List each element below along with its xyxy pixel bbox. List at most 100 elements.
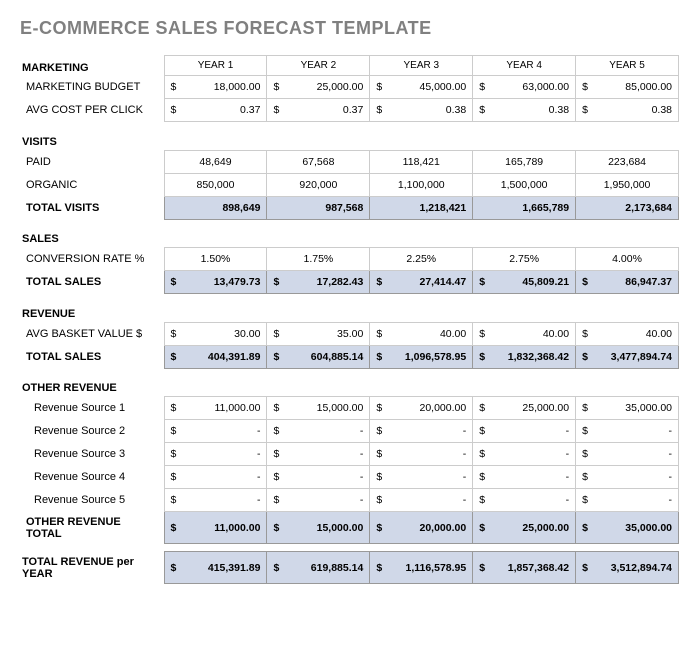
table-row: CONVERSION RATE %1.50%1.75%2.25%2.75%4.0… xyxy=(20,248,679,271)
value-cell: $85,000.00 xyxy=(576,76,679,99)
year-header: YEAR 2 xyxy=(267,56,370,76)
value-cell: 2,173,684 xyxy=(576,196,679,219)
row-label: Revenue Source 5 xyxy=(20,489,164,512)
value-cell: $619,885.14 xyxy=(267,552,370,584)
total-row: TOTAL SALES$13,479.73$17,282.43$27,414.4… xyxy=(20,271,679,294)
value-cell: $- xyxy=(164,443,267,466)
row-label: MARKETING BUDGET xyxy=(20,76,164,99)
value-cell: $0.38 xyxy=(370,99,473,122)
value-cell: $63,000.00 xyxy=(473,76,576,99)
value-cell: $40.00 xyxy=(576,322,679,345)
forecast-table: MARKETINGYEAR 1YEAR 2YEAR 3YEAR 4YEAR 5M… xyxy=(20,55,679,584)
value-cell: 920,000 xyxy=(267,173,370,196)
total-row: TOTAL VISITS898,649987,5681,218,4211,665… xyxy=(20,196,679,219)
value-cell: $- xyxy=(576,489,679,512)
value-cell: $- xyxy=(576,420,679,443)
row-label: Revenue Source 4 xyxy=(20,466,164,489)
value-cell: $0.37 xyxy=(267,99,370,122)
value-cell: 165,789 xyxy=(473,150,576,173)
table-row: Revenue Source 4$-$-$-$-$- xyxy=(20,466,679,489)
value-cell: $- xyxy=(473,489,576,512)
row-label: AVG BASKET VALUE $ xyxy=(20,322,164,345)
value-cell: 1,500,000 xyxy=(473,173,576,196)
section-header-sales: SALES xyxy=(20,227,679,248)
value-cell: $- xyxy=(267,420,370,443)
value-cell: $35,000.00 xyxy=(576,512,679,544)
value-cell: $11,000.00 xyxy=(164,512,267,544)
section-header-visits: VISITS xyxy=(20,130,679,151)
grand-total-row: TOTAL REVENUE per YEAR$415,391.89$619,88… xyxy=(20,552,679,584)
value-cell: $- xyxy=(370,443,473,466)
value-cell: $18,000.00 xyxy=(164,76,267,99)
value-cell: 223,684 xyxy=(576,150,679,173)
row-label: OTHER REVENUE TOTAL xyxy=(20,512,164,544)
value-cell: $- xyxy=(164,420,267,443)
value-cell: $- xyxy=(164,466,267,489)
table-row: ORGANIC850,000920,0001,100,0001,500,0001… xyxy=(20,173,679,196)
value-cell: $- xyxy=(370,489,473,512)
value-cell: 898,649 xyxy=(164,196,267,219)
value-cell: $1,116,578.95 xyxy=(370,552,473,584)
value-cell: 2.25% xyxy=(370,248,473,271)
value-cell: $415,391.89 xyxy=(164,552,267,584)
row-label: CONVERSION RATE % xyxy=(20,248,164,271)
value-cell: $15,000.00 xyxy=(267,512,370,544)
value-cell: $30.00 xyxy=(164,322,267,345)
value-cell: $40.00 xyxy=(370,322,473,345)
value-cell: $11,000.00 xyxy=(164,397,267,420)
value-cell: $86,947.37 xyxy=(576,271,679,294)
value-cell: $604,885.14 xyxy=(267,345,370,368)
total-row: OTHER REVENUE TOTAL$11,000.00$15,000.00$… xyxy=(20,512,679,544)
table-row: AVG BASKET VALUE $$30.00$35.00$40.00$40.… xyxy=(20,322,679,345)
year-header: YEAR 4 xyxy=(473,56,576,76)
value-cell: $- xyxy=(576,443,679,466)
value-cell: $0.37 xyxy=(164,99,267,122)
value-cell: 1.50% xyxy=(164,248,267,271)
value-cell: $- xyxy=(267,489,370,512)
value-cell: 2.75% xyxy=(473,248,576,271)
table-row: AVG COST PER CLICK$0.37$0.37$0.38$0.38$0… xyxy=(20,99,679,122)
value-cell: 48,649 xyxy=(164,150,267,173)
value-cell: $17,282.43 xyxy=(267,271,370,294)
value-cell: $0.38 xyxy=(473,99,576,122)
value-cell: $35,000.00 xyxy=(576,397,679,420)
row-label: Revenue Source 2 xyxy=(20,420,164,443)
value-cell: $20,000.00 xyxy=(370,512,473,544)
value-cell: $- xyxy=(267,466,370,489)
value-cell: $20,000.00 xyxy=(370,397,473,420)
row-label: Revenue Source 1 xyxy=(20,397,164,420)
row-label: TOTAL SALES xyxy=(20,345,164,368)
value-cell: $3,512,894.74 xyxy=(576,552,679,584)
year-header: YEAR 1 xyxy=(164,56,267,76)
row-label: TOTAL SALES xyxy=(20,271,164,294)
table-row: Revenue Source 1$11,000.00$15,000.00$20,… xyxy=(20,397,679,420)
value-cell: 987,568 xyxy=(267,196,370,219)
value-cell: $- xyxy=(164,489,267,512)
row-label: ORGANIC xyxy=(20,173,164,196)
year-header: YEAR 3 xyxy=(370,56,473,76)
row-label: TOTAL VISITS xyxy=(20,196,164,219)
value-cell: $45,000.00 xyxy=(370,76,473,99)
value-cell: 1.75% xyxy=(267,248,370,271)
value-cell: $- xyxy=(370,420,473,443)
value-cell: $404,391.89 xyxy=(164,345,267,368)
value-cell: $- xyxy=(473,443,576,466)
value-cell: $25,000.00 xyxy=(473,397,576,420)
value-cell: $25,000.00 xyxy=(473,512,576,544)
value-cell: 67,568 xyxy=(267,150,370,173)
value-cell: $1,096,578.95 xyxy=(370,345,473,368)
value-cell: $45,809.21 xyxy=(473,271,576,294)
value-cell: $1,832,368.42 xyxy=(473,345,576,368)
value-cell: 1,665,789 xyxy=(473,196,576,219)
page-title: E-COMMERCE SALES FORECAST TEMPLATE xyxy=(20,18,679,39)
value-cell: $- xyxy=(576,466,679,489)
value-cell: $3,477,894.74 xyxy=(576,345,679,368)
value-cell: 118,421 xyxy=(370,150,473,173)
value-cell: $27,414.47 xyxy=(370,271,473,294)
value-cell: 1,218,421 xyxy=(370,196,473,219)
value-cell: $- xyxy=(473,466,576,489)
section-header-revenue: REVENUE xyxy=(20,302,679,323)
value-cell: $1,857,368.42 xyxy=(473,552,576,584)
value-cell: 4.00% xyxy=(576,248,679,271)
table-row: Revenue Source 3$-$-$-$-$- xyxy=(20,443,679,466)
